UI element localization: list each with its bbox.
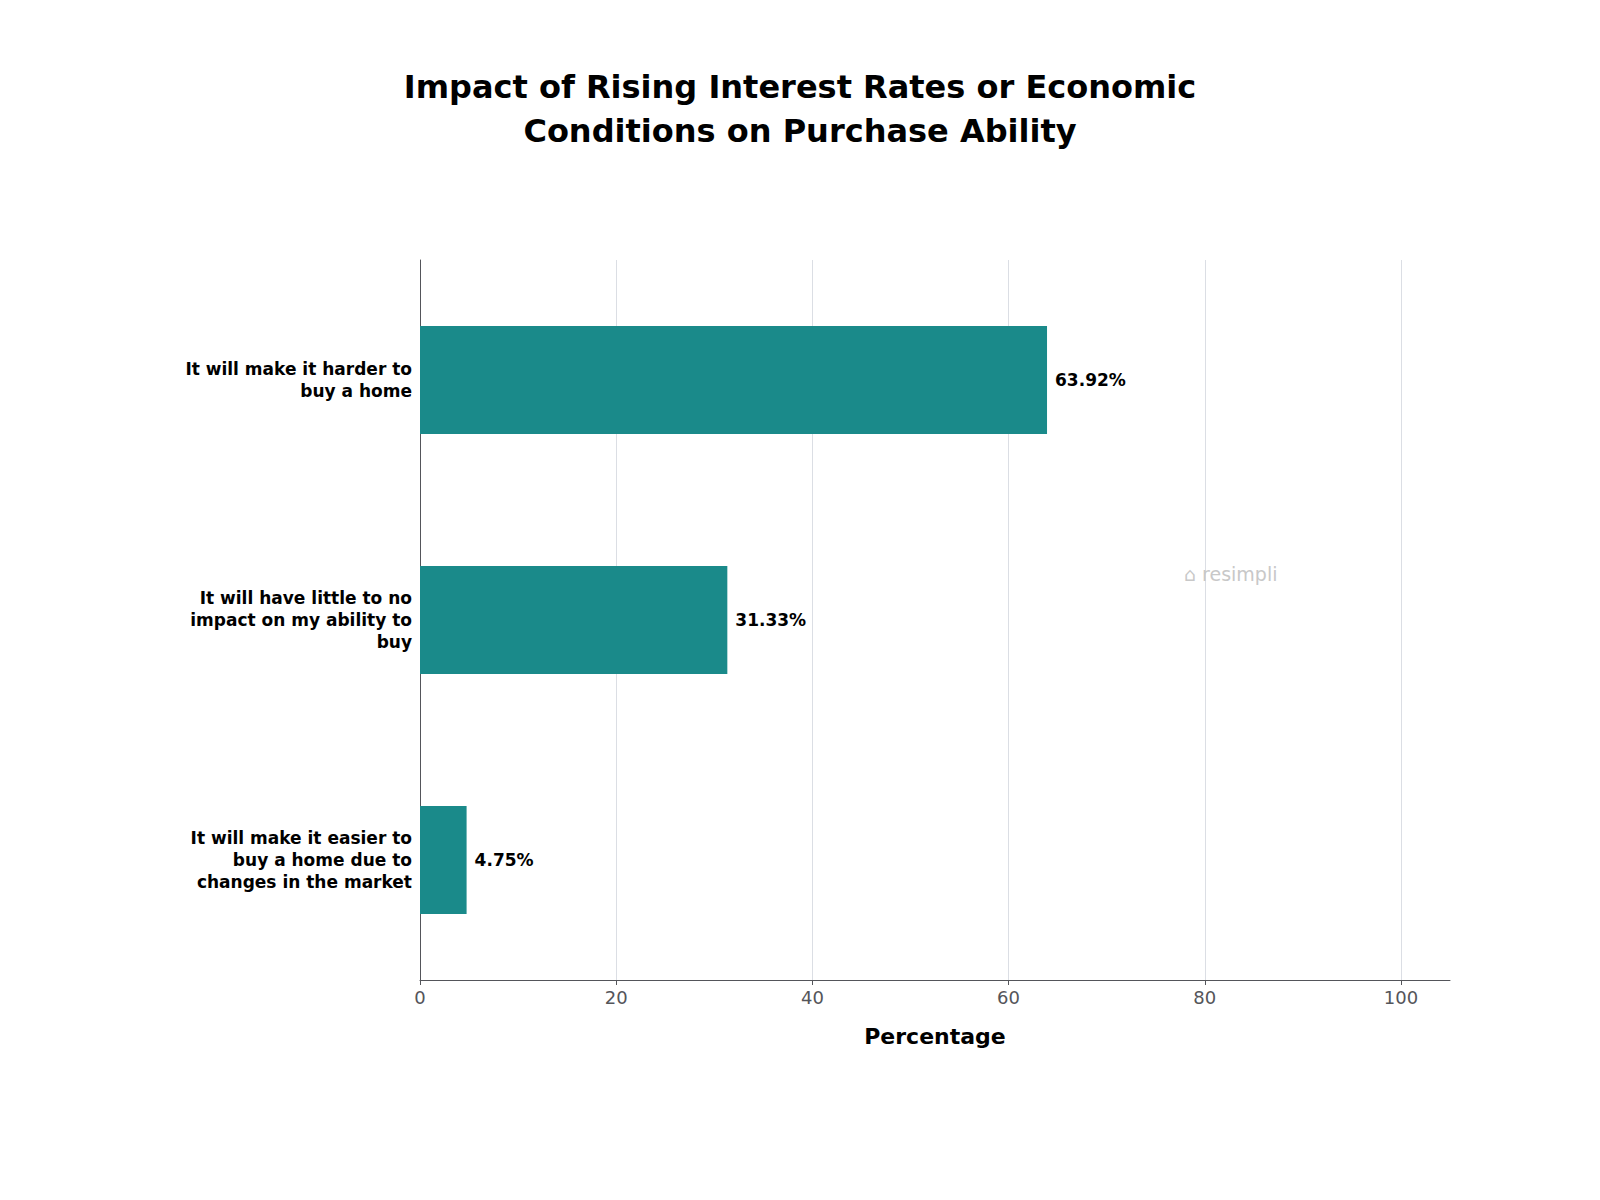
svg-text:4.75%: 4.75%	[475, 850, 534, 870]
svg-text:buy a home: buy a home	[300, 381, 412, 401]
svg-text:It will have little to no: It will have little to no	[200, 588, 412, 608]
svg-text:Percentage: Percentage	[864, 1024, 1006, 1049]
svg-text:20: 20	[605, 987, 628, 1008]
svg-text:buy: buy	[377, 632, 412, 652]
svg-text:40: 40	[801, 987, 824, 1008]
svg-text:0: 0	[414, 987, 425, 1008]
svg-text:It will make it harder to: It will make it harder to	[185, 359, 412, 379]
svg-text:buy a home due to: buy a home due to	[233, 850, 412, 870]
svg-text:31.33%: 31.33%	[735, 610, 806, 630]
svg-text:⌂ resimpli: ⌂ resimpli	[1184, 563, 1278, 585]
svg-text:80: 80	[1193, 987, 1216, 1008]
svg-text:60: 60	[997, 987, 1020, 1008]
svg-text:impact on my ability to: impact on my ability to	[190, 610, 412, 630]
svg-text:It will make it easier to: It will make it easier to	[191, 828, 412, 848]
svg-text:Impact of Rising Interest Rate: Impact of Rising Interest Rates or Econo…	[404, 68, 1197, 106]
svg-text:Conditions on Purchase Ability: Conditions on Purchase Ability	[523, 112, 1076, 150]
svg-text:63.92%: 63.92%	[1055, 370, 1126, 390]
svg-text:100: 100	[1384, 987, 1418, 1008]
svg-text:changes in the market: changes in the market	[197, 872, 412, 892]
